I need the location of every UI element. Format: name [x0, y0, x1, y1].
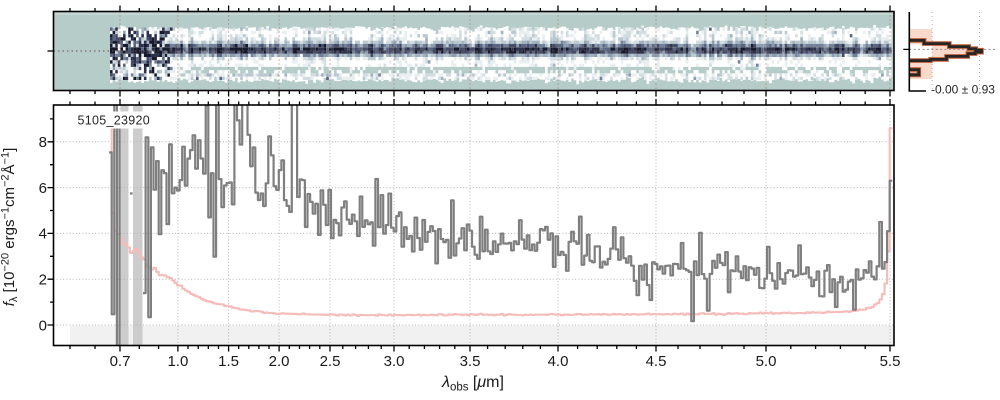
svg-text:2: 2 [39, 272, 47, 289]
svg-text:1.0: 1.0 [167, 353, 188, 370]
svg-text:3.0: 3.0 [384, 353, 405, 370]
svg-text:0.7: 0.7 [110, 353, 131, 370]
svg-text:4.5: 4.5 [646, 353, 667, 370]
svg-text:8: 8 [39, 134, 47, 151]
svg-text:1.5: 1.5 [218, 353, 239, 370]
svg-text:0: 0 [39, 317, 47, 334]
svg-text:2.5: 2.5 [320, 353, 341, 370]
svg-text:2.0: 2.0 [269, 353, 290, 370]
svg-text:5.0: 5.0 [756, 353, 777, 370]
svg-text:4.0: 4.0 [548, 353, 569, 370]
svg-text:4: 4 [39, 226, 47, 243]
svg-text:5.5: 5.5 [880, 353, 901, 370]
svg-text:-0.00 ± 0.93: -0.00 ± 0.93 [931, 83, 995, 97]
svg-text:5105_23920: 5105_23920 [78, 114, 151, 128]
svg-text:3.5: 3.5 [460, 353, 481, 370]
svg-text:λobs [μm]: λobs [μm] [441, 374, 504, 394]
svg-text:6: 6 [39, 180, 47, 197]
svg-text:fλ [10−20 ergs−1cm−2Å−1]: fλ [10−20 ergs−1cm−2Å−1] [0, 148, 20, 307]
